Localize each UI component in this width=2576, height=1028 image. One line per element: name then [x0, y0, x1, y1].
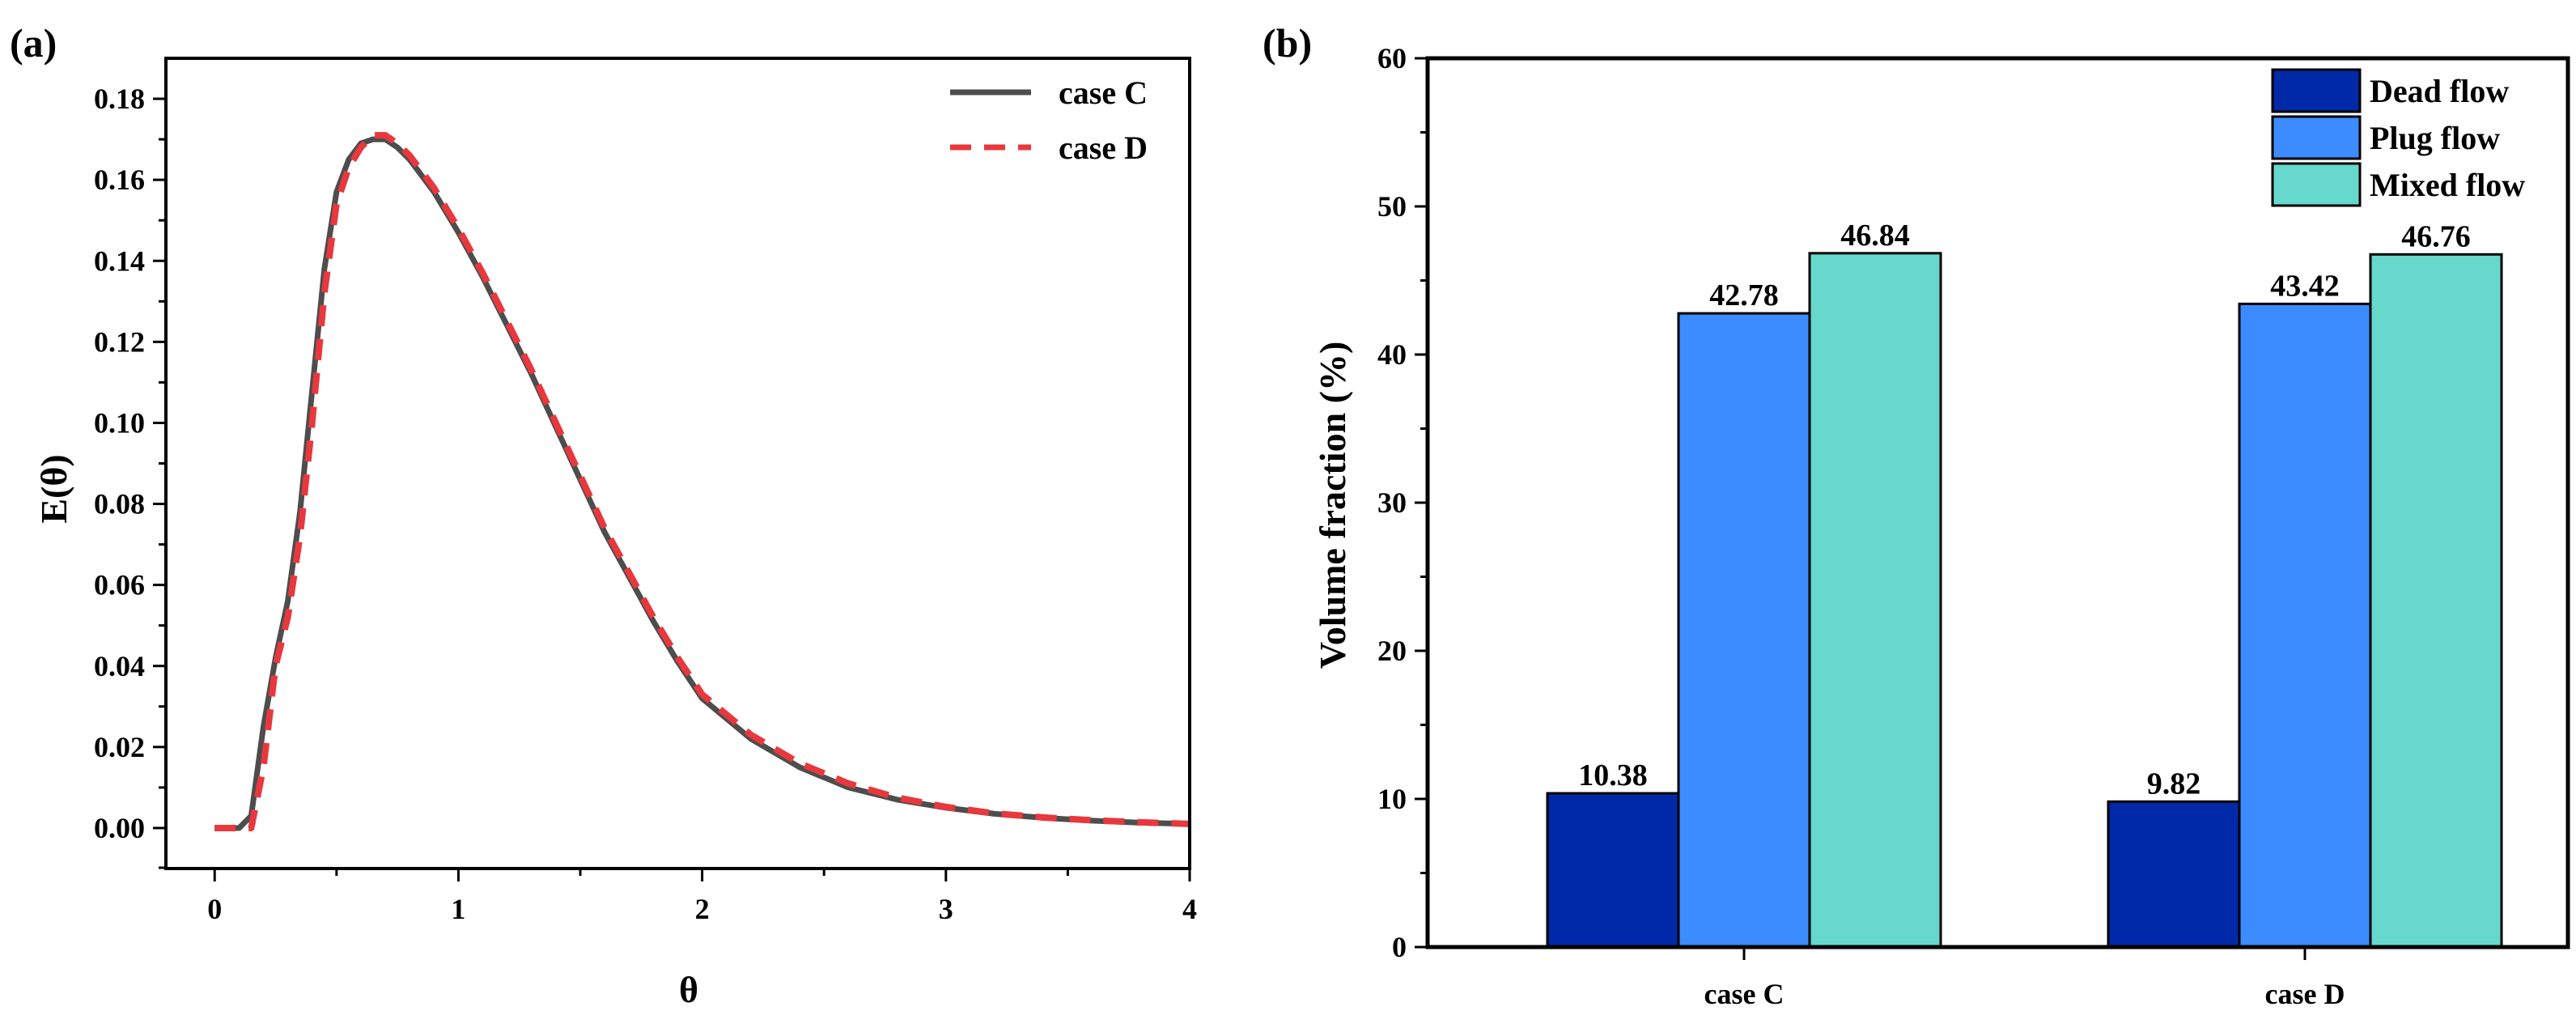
y-tick-label-8: 0.16 [94, 164, 145, 196]
y-tick-label-4: 0.08 [94, 488, 145, 520]
legend-swatch-plug-flow [2271, 115, 2362, 160]
y-tick-label-7: 0.14 [94, 244, 145, 277]
panel-b-y-axis-label: Volume fraction (%) [1312, 342, 1353, 669]
panel-b-legend: Dead flow Plug flow Mixed flow [2271, 68, 2525, 207]
bar-mixed-flow-case-c [1808, 252, 1942, 949]
bar-dead-flow-case-d [2107, 800, 2241, 949]
panel-a-y-axis-label: E(θ) [33, 454, 74, 523]
y-tick-label-4: 40 [1377, 338, 1407, 371]
data-label-plug-flow-case-d: 43.42 [2270, 269, 2340, 303]
y-tick-label-1: 0.02 [94, 731, 145, 763]
data-label-plug-flow-case-c: 42.78 [1709, 278, 1779, 312]
series-line-case-c [214, 136, 1190, 831]
legend-swatch-mixed-flow [2271, 162, 2362, 207]
x-tick-label-case-c: case C [1704, 978, 1785, 1010]
panel-b-label: (b) [1263, 20, 1312, 66]
y-tick-label-0: 0 [1392, 931, 1407, 963]
y-tick-label-3: 0.06 [94, 569, 145, 601]
x-tick-label-3: 3 [939, 893, 953, 925]
legend-label-case-d: case D [1059, 130, 1148, 166]
data-label-dead-flow-case-c: 10.38 [1578, 758, 1648, 792]
panel-a-x-axis-label: θ [679, 969, 698, 1010]
legend-label-case-c: case C [1059, 74, 1148, 111]
bar-dead-flow-case-c [1546, 792, 1680, 949]
x-tick-label-4: 4 [1182, 893, 1197, 925]
series-line-case-d [214, 132, 1190, 831]
y-tick-label-6: 0.12 [94, 325, 145, 358]
bar-plug-flow-case-c [1677, 312, 1811, 949]
panel-a-label: (a) [10, 20, 57, 66]
data-label-dead-flow-case-d: 9.82 [2147, 767, 2201, 801]
data-label-mixed-flow-case-c: 46.84 [1840, 219, 1910, 253]
data-label-mixed-flow-case-d: 46.76 [2401, 219, 2471, 253]
x-tick-label-1: 1 [451, 893, 465, 925]
y-tick-label-1: 10 [1377, 783, 1407, 815]
panel-b-frame [1425, 56, 2570, 949]
y-tick-label-5: 0.10 [94, 406, 145, 439]
y-tick-label-2: 0.04 [94, 650, 145, 682]
legend-label-mixed-flow: Mixed flow [2370, 167, 2525, 203]
panel-a-plot-area: 0.00 0.02 0.04 0.06 0.08 0.10 0.12 0.14 0.16 0.18… [94, 57, 1197, 925]
y-tick-label-3: 30 [1377, 486, 1407, 519]
y-tick-label-5: 50 [1377, 190, 1407, 223]
panel-a-frame [164, 57, 1191, 870]
x-tick-label-case-d: case D [2265, 978, 2345, 1010]
legend-label-plug-flow: Plug flow [2370, 120, 2500, 156]
panel-b: (b) 0 10 20 30 40 50 60 10.38 42.78 46.84 case C 9.… [1263, 20, 2570, 1010]
bar-plug-flow-case-d [2238, 302, 2372, 949]
panel-a-legend: case C case D [950, 74, 1148, 166]
x-tick-label-0: 0 [207, 893, 222, 925]
y-tick-label-9: 0.18 [94, 83, 145, 115]
y-tick-label-6: 60 [1377, 42, 1407, 74]
x-tick-label-2: 2 [695, 893, 710, 925]
legend-swatch-dead-flow [2271, 68, 2362, 113]
y-tick-label-0: 0.00 [94, 812, 145, 844]
panel-a: (a) 0.00 0.02 0.04 0.06 0.08 0.10 0.12 0.14 0.16… [10, 20, 1197, 1010]
bar-mixed-flow-case-d [2369, 253, 2503, 949]
y-tick-label-2: 20 [1377, 635, 1407, 667]
panel-b-plot-area: 0 10 20 30 40 50 60 10.38 42.78 46.84 case C 9.82 43… [1377, 42, 2570, 1010]
legend-label-dead-flow: Dead flow [2370, 73, 2509, 109]
